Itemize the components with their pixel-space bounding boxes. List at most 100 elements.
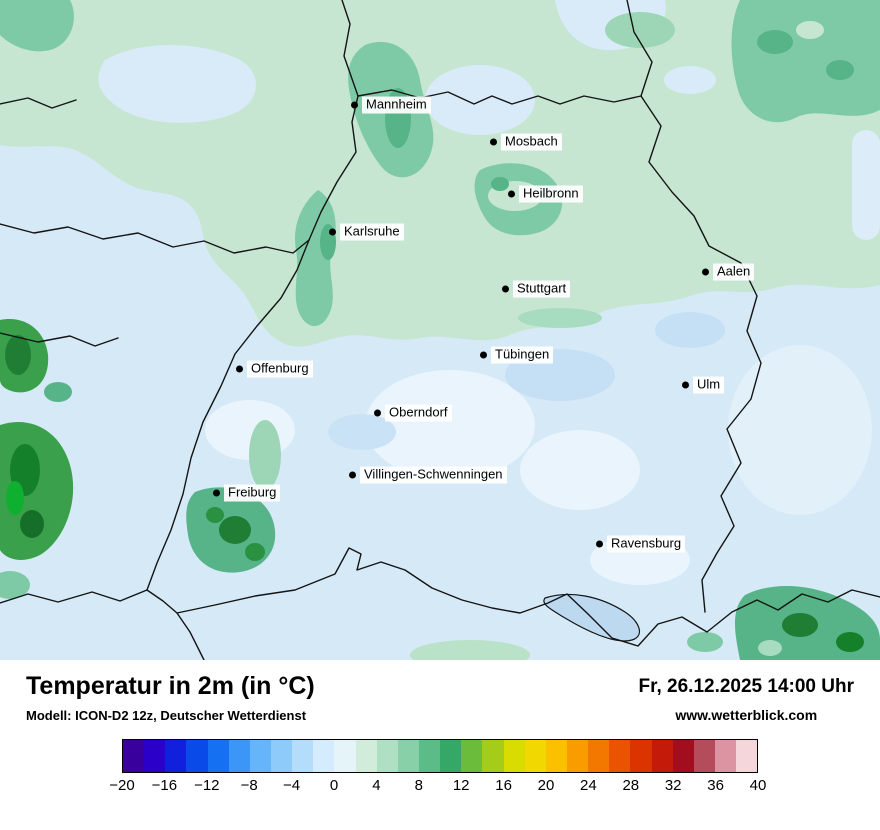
colorbar-tick-label: 4 — [372, 777, 381, 794]
map-southeast-patches — [687, 585, 880, 660]
city-marker: Tübingen — [480, 346, 554, 364]
website-label: www.wetterblick.com — [675, 707, 818, 723]
colorbar-segment — [249, 740, 271, 772]
city-label: Aalen — [713, 263, 755, 281]
city-marker: Stuttgart — [502, 280, 571, 298]
colorbar-segment — [672, 740, 694, 772]
colorbar-segment — [461, 740, 483, 772]
city-marker: Offenburg — [236, 360, 313, 378]
colorbar-segment — [736, 740, 758, 772]
colorbar-tick-label: 0 — [329, 777, 339, 794]
colorbar-segment — [397, 740, 419, 772]
colorbar-tick-label: −16 — [151, 777, 178, 794]
city-dot — [682, 381, 689, 389]
city-marker: Ravensburg — [596, 535, 686, 553]
city-dot — [351, 101, 358, 109]
colorbar-tick-label: 8 — [414, 777, 423, 794]
forecast-datetime: Fr, 26.12.2025 14:00 Uhr — [638, 676, 854, 697]
temperature-legend: −20 −16 −12 −8 −4 0 4 8 12 16 20 24 28 32 36 40 — [109, 739, 766, 799]
info-right: Fr, 26.12.2025 14:00 Uhr www.wetterblick… — [639, 676, 854, 723]
city-dot — [596, 540, 603, 548]
city-marker: Oberndorf — [374, 404, 452, 422]
city-label: Heilbronn — [519, 185, 583, 203]
city-label: Offenburg — [247, 360, 313, 378]
colorbar-segment — [334, 740, 356, 772]
colorbar-tick-label: 12 — [452, 777, 470, 794]
colorbar-segment — [693, 740, 715, 772]
model-info: Modell: ICON-D2 12z, Deutscher Wetterdie… — [26, 707, 307, 723]
city-markers: Mannheim Mosbach Heilbronn Karlsruhe Stuttga… — [213, 96, 755, 553]
colorbar-tick-label: −20 — [109, 777, 135, 794]
colorbar-segment — [630, 740, 652, 772]
city-dot — [502, 285, 509, 293]
colorbar-tick-label: −12 — [194, 777, 220, 794]
city-dot — [349, 471, 356, 479]
city-label: Oberndorf — [385, 404, 452, 422]
city-marker: Freiburg — [213, 484, 281, 502]
colorbar-segment — [524, 740, 546, 772]
city-dot — [329, 228, 336, 236]
colorbar-segment — [355, 740, 377, 772]
city-marker: Ulm — [682, 376, 725, 394]
city-dot — [702, 268, 709, 276]
colorbar-tick-label: 20 — [537, 777, 555, 794]
colorbar-ticks: −20 −16 −12 −8 −4 0 4 8 12 16 20 24 28 32 36 40 — [109, 777, 766, 799]
colorbar-segment — [270, 740, 293, 772]
colorbar-tick-label: 24 — [580, 777, 597, 794]
colorbar-tick-label: −8 — [240, 777, 258, 794]
city-label: Stuttgart — [513, 280, 571, 298]
colorbar-segment — [207, 740, 229, 772]
city-label: Ulm — [693, 376, 725, 394]
colorbar-tick-label: 16 — [495, 777, 512, 794]
city-label: Tübingen — [491, 346, 554, 364]
city-dot — [508, 190, 515, 198]
city-label: Villingen-Schwenningen — [360, 466, 507, 484]
city-label: Karlsruhe — [340, 223, 404, 241]
city-dot — [236, 365, 243, 373]
colorbar-segment — [651, 740, 673, 772]
map-svg — [0, 0, 880, 660]
city-marker: Karlsruhe — [329, 223, 404, 241]
colorbar-segment — [418, 740, 441, 772]
colorbar-segment — [292, 740, 314, 772]
city-dot — [374, 409, 381, 417]
city-label: Mosbach — [501, 133, 562, 151]
colorbar-segment — [123, 740, 145, 772]
colorbar-segment — [376, 740, 398, 772]
colorbar-tick-label: 28 — [622, 777, 640, 794]
colorbar-segment — [440, 740, 462, 772]
colorbar-segment — [186, 740, 208, 772]
map-blackforest-patches — [186, 420, 281, 573]
colorbar-tick-label: 36 — [707, 777, 724, 794]
colorbar-segment — [545, 740, 567, 772]
colorbar-tick-label: 32 — [664, 777, 682, 794]
page-title: Temperatur in 2m (in °C) — [26, 672, 315, 700]
colorbar-segment — [566, 740, 589, 772]
map-south-patches — [205, 312, 872, 660]
info-bar: Temperatur in 2m (in °C) Modell: ICON-D2… — [0, 660, 880, 723]
city-marker: Villingen-Schwenningen — [349, 466, 507, 484]
colorbar-segment — [609, 740, 631, 772]
colorbar-segment — [313, 740, 335, 772]
city-marker: Mannheim — [351, 96, 431, 114]
colorbar-tick-label: 40 — [749, 777, 767, 794]
colorbar-segment — [228, 740, 250, 772]
city-marker: Aalen — [702, 263, 755, 281]
colorbar-segment — [503, 740, 525, 772]
city-label: Mannheim — [362, 96, 431, 114]
city-dot — [213, 489, 220, 497]
colorbar-segment — [165, 740, 187, 772]
info-left: Temperatur in 2m (in °C) Modell: ICON-D2… — [26, 672, 315, 723]
colorbar-segment — [144, 740, 166, 772]
temperature-map: Mannheim Mosbach Heilbronn Karlsruhe Stuttga… — [0, 0, 880, 660]
map-west-green-patches — [0, 319, 74, 599]
city-dot — [490, 138, 497, 146]
colorbar — [122, 739, 758, 773]
map-green-region — [0, 0, 880, 347]
colorbar-segment — [588, 740, 610, 772]
city-marker: Mosbach — [490, 133, 562, 151]
city-dot — [480, 351, 487, 359]
city-label: Freiburg — [224, 484, 281, 502]
colorbar-segment — [714, 740, 737, 772]
city-label: Ravensburg — [607, 535, 686, 553]
